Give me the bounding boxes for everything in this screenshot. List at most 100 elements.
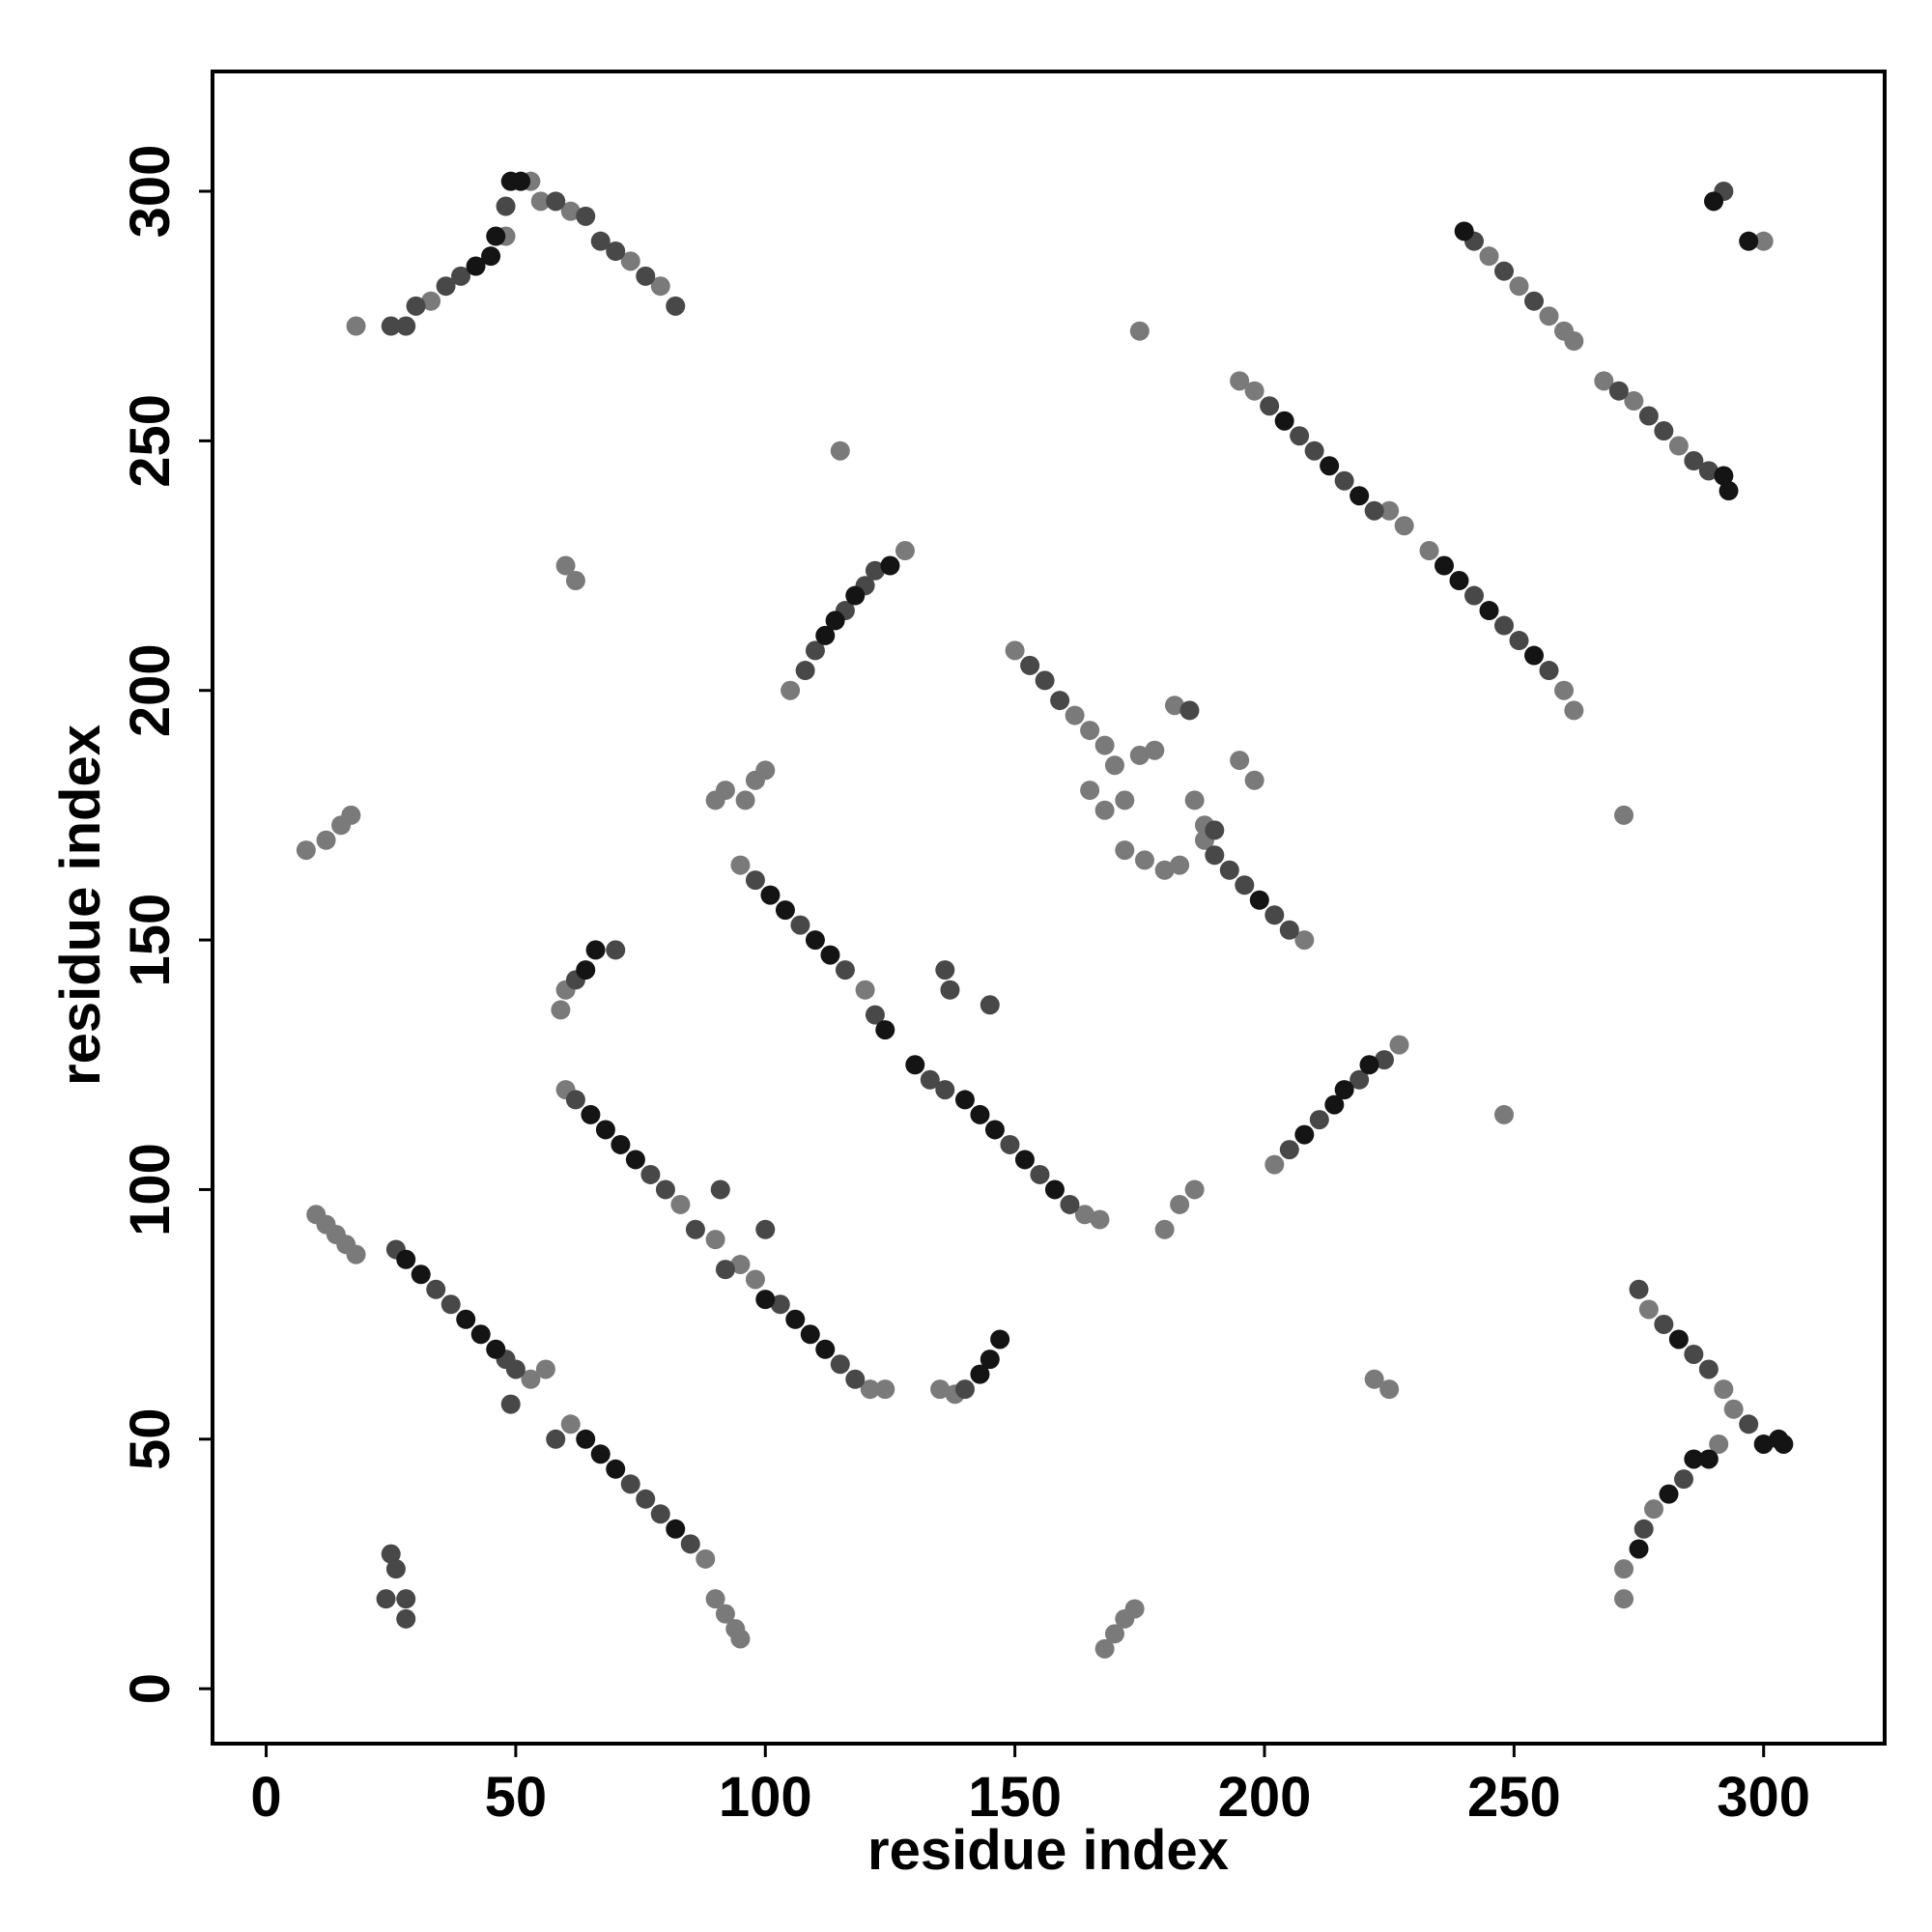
point (1704, 191, 1724, 212)
point (1454, 221, 1474, 242)
point (1364, 500, 1384, 521)
point (1684, 1344, 1704, 1364)
point (655, 1179, 675, 1200)
point (1564, 331, 1584, 352)
point (755, 760, 776, 781)
point (636, 1489, 656, 1509)
point (710, 1179, 730, 1200)
point (406, 296, 426, 316)
point (880, 555, 900, 576)
point (930, 1379, 951, 1400)
point (1594, 371, 1614, 391)
point (865, 560, 885, 581)
point (1614, 1589, 1634, 1609)
point (1020, 655, 1040, 675)
point (1274, 411, 1294, 431)
point (1134, 850, 1154, 870)
point (1709, 1434, 1729, 1454)
point (1219, 860, 1239, 880)
point (1654, 1314, 1674, 1334)
point (486, 1339, 506, 1359)
point (1614, 1559, 1634, 1579)
point (1290, 426, 1310, 446)
point (1005, 640, 1025, 661)
point (346, 316, 366, 336)
point (625, 1150, 645, 1170)
y-tick-label: 0 (119, 1673, 182, 1704)
y-tick-label: 100 (119, 1143, 182, 1236)
point (970, 1364, 990, 1384)
point (1205, 820, 1225, 840)
point (1014, 1150, 1035, 1170)
x-tick-label: 300 (1717, 1766, 1810, 1829)
point (1644, 1499, 1664, 1520)
point (1030, 1164, 1050, 1184)
point (551, 1000, 571, 1020)
point (1624, 391, 1644, 412)
point (1479, 246, 1499, 267)
point (470, 1324, 491, 1345)
point (920, 1069, 940, 1090)
point (830, 1354, 850, 1375)
point (576, 1429, 596, 1449)
point (500, 1394, 521, 1414)
point (1184, 790, 1205, 810)
point (1494, 1104, 1515, 1124)
point (581, 1104, 601, 1124)
point (1524, 291, 1545, 311)
point (1104, 755, 1124, 776)
point (1050, 691, 1070, 711)
point (860, 1379, 880, 1400)
point (954, 1379, 975, 1400)
point (1304, 440, 1324, 461)
point (1179, 700, 1200, 721)
point (1753, 231, 1774, 251)
point (775, 900, 795, 921)
point (1279, 920, 1299, 940)
point (620, 1474, 640, 1494)
point (1739, 1414, 1759, 1435)
point (1154, 860, 1175, 880)
plot-frame (211, 70, 1887, 1746)
point (650, 276, 670, 297)
point (1668, 1329, 1689, 1350)
point (590, 231, 611, 251)
point (760, 885, 781, 905)
point (745, 870, 765, 891)
point (1539, 306, 1559, 327)
point (1509, 631, 1529, 651)
point (496, 196, 516, 216)
point (341, 805, 361, 825)
point (576, 206, 596, 226)
point (1394, 516, 1414, 536)
point (730, 1254, 751, 1274)
point (1294, 1124, 1315, 1145)
point (1419, 541, 1439, 561)
x-tick-label: 0 (250, 1766, 281, 1829)
point (895, 541, 915, 561)
point (546, 1429, 566, 1449)
point (1684, 451, 1704, 471)
point (990, 1329, 1010, 1350)
point (560, 1414, 581, 1435)
point (636, 266, 656, 286)
point (781, 680, 801, 700)
point (1309, 1110, 1329, 1130)
point (1614, 805, 1634, 825)
point (666, 296, 686, 316)
point (650, 1504, 670, 1524)
x-axis-title: residue index (867, 1819, 1229, 1882)
point (1115, 790, 1135, 810)
point (1668, 436, 1689, 456)
point (1320, 456, 1340, 476)
point (1205, 845, 1225, 866)
point (1698, 1359, 1719, 1379)
point (805, 640, 825, 661)
point (905, 1055, 925, 1075)
point (1230, 751, 1250, 771)
point (770, 1294, 790, 1315)
point (376, 1589, 396, 1609)
point (1080, 721, 1100, 741)
point (845, 1369, 866, 1389)
